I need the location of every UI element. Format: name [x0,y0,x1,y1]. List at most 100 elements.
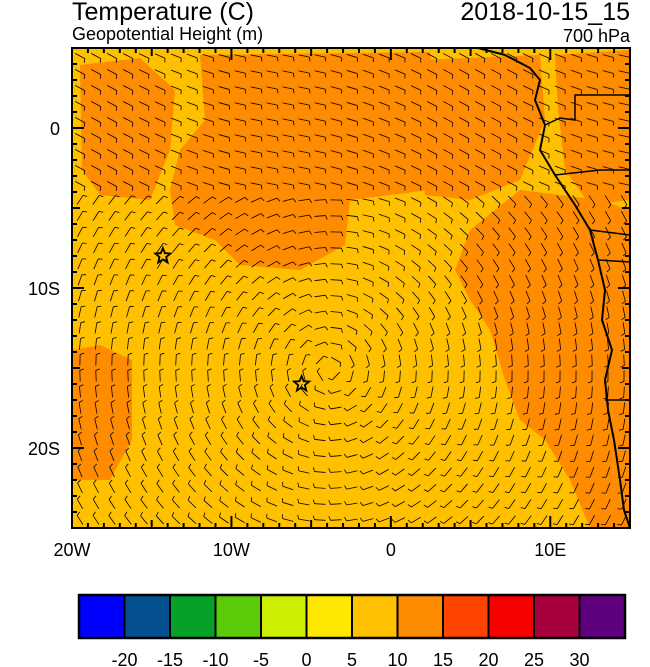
wind-barb [362,198,375,206]
wind-barb [395,276,405,288]
wind-barb [537,466,547,478]
wind-barb [222,383,227,398]
wind-barb [477,338,482,352]
wind-barb [223,368,228,382]
wind-barb [266,245,281,251]
wind-barb [492,243,500,257]
wind-barb [621,242,627,257]
wind-barb [445,338,450,353]
wind-barb [109,431,115,446]
wind-barb [236,291,248,301]
wind-barb [142,384,148,398]
y-tick-label: 20S [28,439,60,459]
wind-barb [505,466,515,478]
wind-barb [125,463,131,478]
wind-barb [522,133,534,143]
wind-barb [267,416,277,429]
wind-barb [219,259,232,269]
wind-barb [154,117,166,127]
wind-barb [572,354,577,368]
wind-barb [330,231,344,237]
wind-barb [538,133,550,143]
wind-barb [443,228,453,240]
wind-barb [569,466,579,478]
colorbar-label: -15 [157,650,183,667]
wind-barb [605,274,611,289]
wind-barb [126,415,131,430]
wind-barb [602,450,610,462]
country-border [544,94,630,401]
wind-barb [426,101,438,111]
wind-barb [570,69,582,79]
wind-barb [362,370,370,383]
wind-barb [570,53,582,63]
wind-barb [397,338,403,353]
wind-barb [439,500,453,509]
wind-barb [142,415,147,430]
wind-barb [504,499,516,509]
wind-barb [174,321,182,334]
wind-barb [521,450,531,462]
wind-barb [346,166,358,174]
wind-barb [218,150,231,158]
wind-barb [203,227,217,236]
wind-barb [347,340,357,352]
wind-barb [506,117,518,127]
wind-barb [219,464,229,477]
wind-barb [314,70,327,78]
wind-barb [536,499,548,510]
wind-barb [127,352,133,366]
wind-barb [443,196,453,208]
wind-barb [106,101,118,111]
wind-barb [252,307,264,317]
wind-barb [297,514,310,522]
wind-barb [378,69,390,79]
wind-barb [410,213,422,223]
wind-barb [106,117,118,127]
wind-barb [605,306,610,321]
wind-barb [343,453,358,458]
wind-barb [234,70,247,78]
wind-barb [394,165,406,175]
wind-barb [522,149,534,159]
wind-barb [458,402,466,415]
wind-barb [491,386,498,399]
wind-barb [378,133,390,143]
wind-barb [573,258,579,273]
wind-barb [554,117,566,127]
wind-barb [424,435,436,445]
wind-barb [428,291,436,305]
wind-barb [188,259,200,269]
wind-barb [171,495,180,509]
wind-barb [554,402,562,415]
wind-barb [410,117,422,127]
wind-barb [238,337,246,350]
wind-barb [314,86,327,94]
wind-barb [573,322,578,336]
wind-barb [604,338,609,352]
wind-barb [140,511,148,525]
wind-barb [523,386,529,399]
wind-barb [142,306,150,318]
wind-barb [218,118,231,126]
wind-barb [442,69,454,79]
wind-barb [407,468,421,476]
wind-barb [328,500,342,505]
wind-barb [330,134,343,142]
wind-barb [266,134,279,142]
wind-barb [410,386,418,399]
wind-barb [458,53,470,63]
wind-barb [541,274,547,289]
x-tick-label: 20W [53,540,90,560]
wind-barb [266,197,281,203]
wind-barb [394,197,406,207]
wind-barb [394,149,406,159]
colorbar-label: 5 [347,650,357,667]
pressure-level: 700 hPa [562,26,630,46]
wind-barb [474,149,486,159]
wind-barb [189,306,199,318]
wind-barb [458,165,470,175]
wind-barb [490,149,502,159]
wind-barb [207,368,212,382]
wind-barb [234,86,247,94]
